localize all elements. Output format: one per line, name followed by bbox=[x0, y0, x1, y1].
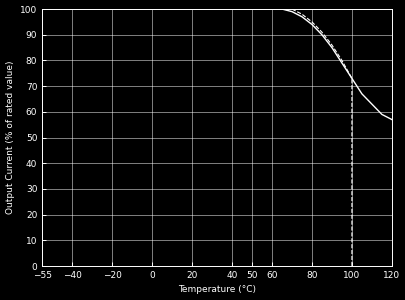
X-axis label: Temperature (°C): Temperature (°C) bbox=[178, 285, 256, 294]
Y-axis label: Output Current (% of rated value): Output Current (% of rated value) bbox=[6, 61, 15, 214]
